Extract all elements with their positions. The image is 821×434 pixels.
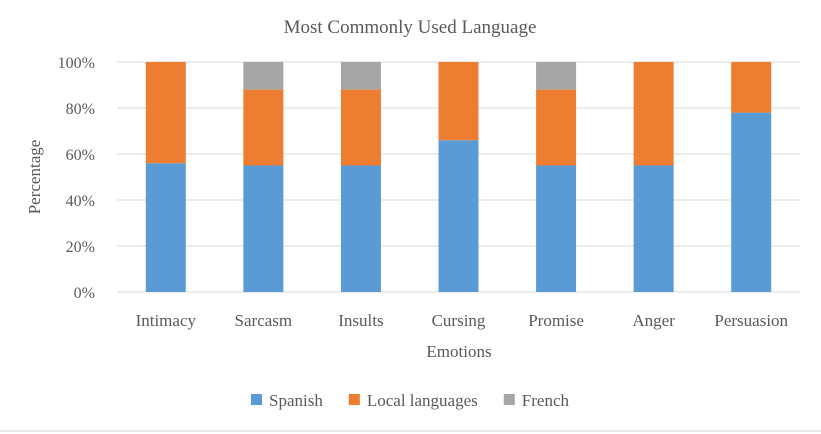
legend-swatch (348, 394, 360, 405)
legend: Spanish Local languages French (251, 391, 569, 410)
x-category-label: Intimacy (136, 311, 197, 330)
bar-persuasion-spanish (731, 112, 772, 292)
bar-promise-french (536, 62, 577, 90)
x-category-label: Cursing (432, 311, 486, 330)
bar-promise-spanish (536, 165, 577, 292)
y-tick-label: 80% (66, 101, 95, 118)
legend-swatch (251, 394, 262, 405)
y-tick-label: 20% (66, 239, 95, 256)
x-category-label: Insults (338, 311, 383, 330)
bar-insults-spanish (340, 165, 381, 292)
bar-promise-local-languages (536, 89, 577, 166)
bar-anger-spanish (633, 165, 674, 292)
y-axis-ticks: 0% 20% 40% 60% 80% 100% (58, 55, 95, 302)
bar-insults-french (340, 62, 381, 90)
legend-swatch (503, 394, 515, 405)
bar-anger-local-languages (633, 62, 674, 166)
x-category-label: Persuasion (714, 311, 788, 330)
bar-cursing-local-languages (438, 62, 479, 141)
x-category-label: Sarcasm (235, 311, 293, 330)
legend-item-spanish: Spanish (251, 391, 323, 410)
chart-title: Most Commonly Used Language (284, 17, 537, 38)
bar-persuasion-local-languages (731, 62, 772, 113)
x-category-label: Anger (632, 311, 675, 330)
legend-item-local-languages: Local languages (348, 391, 478, 410)
bar-sarcasm-spanish (243, 165, 284, 292)
bar-intimacy-spanish (145, 163, 186, 292)
legend-label: Spanish (269, 391, 323, 410)
legend-label: French (522, 391, 570, 410)
y-tick-label: 0% (74, 285, 95, 302)
x-axis-label: Emotions (426, 342, 491, 361)
legend-item-french: French (503, 391, 570, 410)
bar-insults-local-languages (340, 89, 381, 166)
x-category-label: Promise (528, 311, 584, 330)
bars (145, 62, 772, 292)
y-tick-label: 40% (66, 193, 95, 210)
x-axis-categories: Intimacy Sarcasm Insults Cursing Promise Ange… (136, 311, 789, 330)
y-tick-label: 100% (58, 55, 95, 72)
legend-label: Local languages (367, 391, 478, 410)
y-tick-label: 60% (66, 147, 95, 164)
y-axis-label: Percentage (25, 140, 44, 215)
bar-sarcasm-local-languages (243, 89, 284, 166)
bar-sarcasm-french (243, 62, 284, 90)
bar-intimacy-local-languages (145, 62, 186, 164)
bar-cursing-spanish (438, 140, 479, 292)
